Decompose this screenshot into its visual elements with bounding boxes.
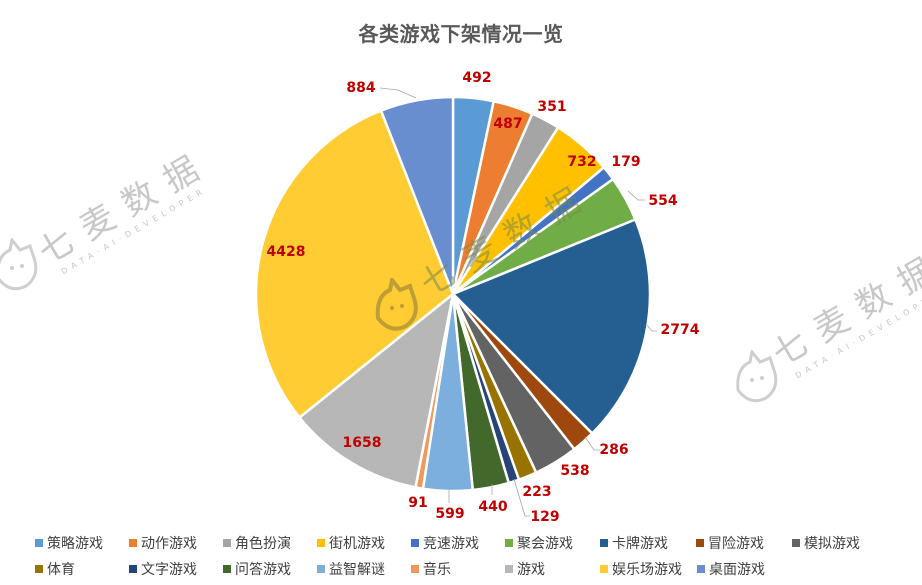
data-label: 286: [599, 442, 628, 458]
legend-swatch-icon: [223, 565, 231, 573]
pie-slices: [254, 95, 652, 493]
legend-swatch-icon: [411, 539, 419, 547]
legend-label: 体育: [47, 562, 75, 578]
legend-swatch-icon: [35, 565, 43, 573]
legend-label: 益智解谜: [329, 562, 385, 578]
data-label: 223: [522, 484, 551, 500]
legend-item: 音乐: [411, 559, 451, 579]
data-label: 1658: [343, 435, 382, 451]
legend-label: 冒险游戏: [708, 536, 764, 552]
legend-item: 文字游戏: [129, 559, 197, 579]
legend-label: 策略游戏: [47, 536, 103, 552]
legend-item: 问答游戏: [223, 559, 291, 579]
data-labels: 492 487 351 732 179 554 2774 286 538 223 129 440 599…: [267, 70, 700, 525]
legend-label: 竞速游戏: [423, 536, 479, 552]
data-label: 2774: [661, 322, 700, 338]
chart-title: 各类游戏下架情况一览: [358, 22, 564, 46]
legend-label: 游戏: [517, 562, 545, 578]
leader-line-129: [513, 478, 530, 517]
leader-line-286: [584, 436, 600, 451]
legend-label: 娱乐场游戏: [612, 562, 682, 578]
legend-label: 动作游戏: [141, 536, 197, 552]
legend-label: 模拟游戏: [804, 536, 860, 552]
legend-label: 卡牌游戏: [612, 536, 668, 552]
legend-swatch-icon: [317, 539, 325, 547]
legend-swatch-icon: [697, 565, 705, 573]
legend-item: 街机游戏: [317, 533, 385, 553]
data-label: 554: [648, 193, 677, 209]
data-label: 492: [462, 70, 491, 86]
pie-slice-卡牌游戏: [451, 218, 652, 435]
data-label: 884: [346, 80, 375, 96]
legend-label: 角色扮演: [235, 536, 291, 552]
legend-label: 音乐: [423, 562, 451, 578]
leader-lines: [379, 87, 657, 517]
legend-swatch-icon: [35, 539, 43, 547]
data-label: 129: [530, 509, 559, 525]
legend-item: 动作游戏: [129, 533, 197, 553]
legend-item: 聚会游戏: [505, 533, 573, 553]
data-label: 487: [493, 116, 522, 132]
legend-swatch-icon: [505, 565, 513, 573]
legend-item: 娱乐场游戏: [600, 559, 682, 579]
data-label: 599: [435, 506, 464, 522]
data-label: 538: [560, 463, 589, 479]
legend-swatch-icon: [317, 565, 325, 573]
legend-label: 文字游戏: [141, 562, 197, 578]
legend-label: 街机游戏: [329, 536, 385, 552]
legend-item: 竞速游戏: [411, 533, 479, 553]
legend-item: 游戏: [505, 559, 545, 579]
data-label: 179: [611, 154, 640, 170]
pie-slice-桌面游戏: [379, 95, 455, 296]
legend-item: 角色扮演: [223, 533, 291, 553]
leader-line-2774: [646, 324, 657, 332]
legend-swatch-icon: [792, 539, 800, 547]
legend-item: 益智解谜: [317, 559, 385, 579]
legend-item: 桌面游戏: [697, 559, 765, 579]
data-label: 4428: [267, 244, 306, 260]
legend-item: 卡牌游戏: [600, 533, 668, 553]
data-label: 351: [537, 99, 566, 115]
legend-label: 聚会游戏: [517, 536, 573, 552]
legend-item: 体育: [35, 559, 75, 579]
legend-swatch-icon: [129, 565, 137, 573]
legend-label: 桌面游戏: [709, 562, 765, 578]
legend-swatch-icon: [129, 539, 137, 547]
legend-item: 策略游戏: [35, 533, 103, 553]
pie-slice-娱乐场游戏: [254, 109, 455, 419]
data-label: 440: [478, 499, 507, 515]
legend-item: 冒险游戏: [696, 533, 764, 553]
legend-label: 问答游戏: [235, 562, 291, 578]
legend-swatch-icon: [600, 539, 608, 547]
leader-line-554: [627, 190, 645, 201]
legend-swatch-icon: [505, 539, 513, 547]
pie-slice-游戏: [298, 292, 455, 489]
legend-item: 模拟游戏: [792, 533, 860, 553]
legend-swatch-icon: [223, 539, 231, 547]
legend-swatch-icon: [600, 565, 608, 573]
legend-swatch-icon: [411, 565, 419, 573]
data-label: 732: [567, 154, 596, 170]
legend-swatch-icon: [696, 539, 704, 547]
data-label: 91: [408, 495, 427, 511]
leader-line-884: [379, 87, 417, 99]
